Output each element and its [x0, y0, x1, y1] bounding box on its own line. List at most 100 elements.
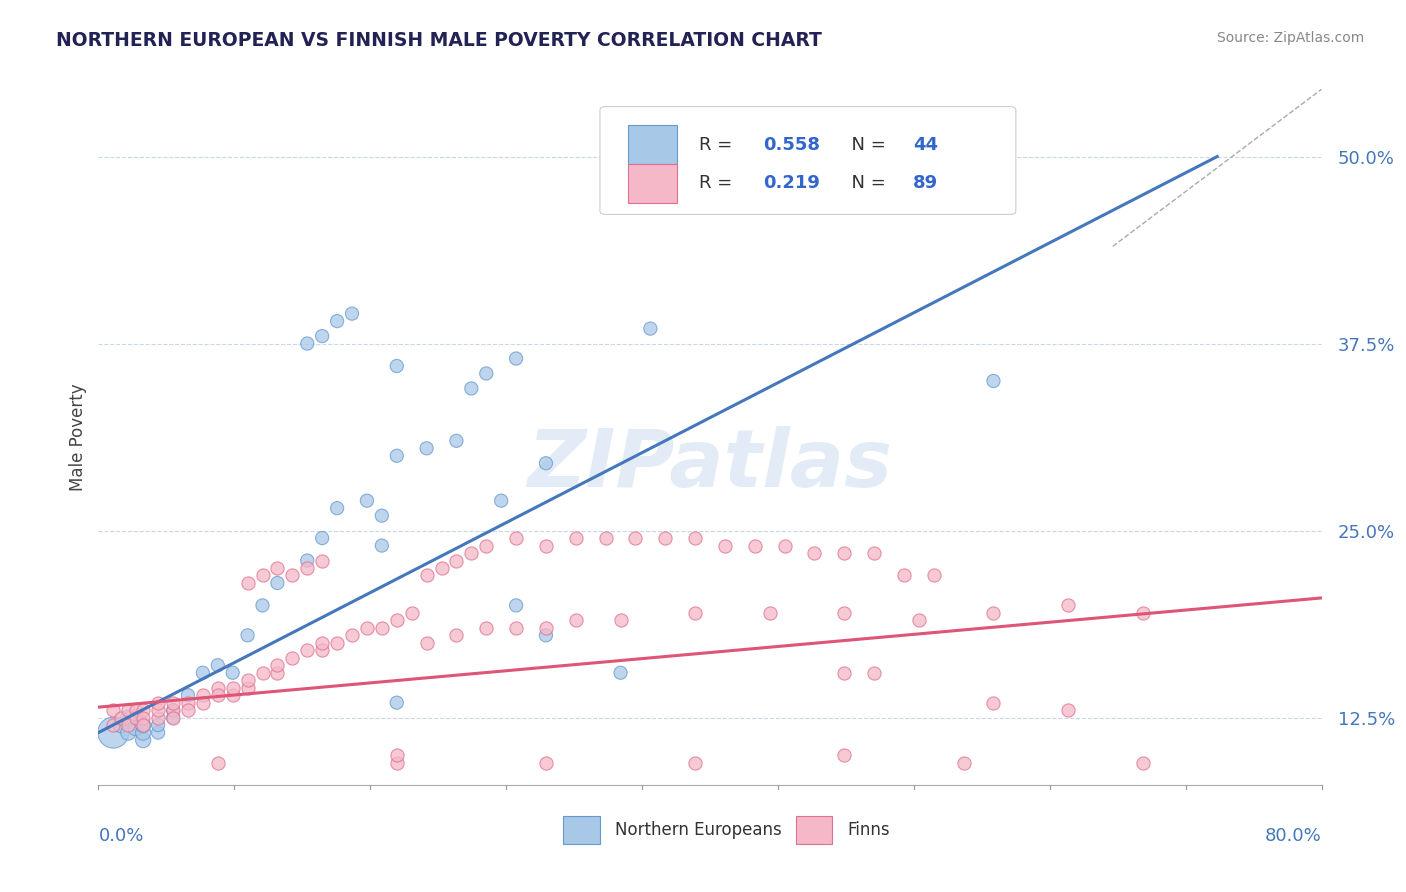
Point [1132, 756, 1154, 770]
Point [505, 621, 527, 635]
Text: NORTHERN EUROPEAN VS FINNISH MALE POVERTY CORRELATION CHART: NORTHERN EUROPEAN VS FINNISH MALE POVERT… [56, 31, 823, 50]
Text: Source: ZipAtlas.com: Source: ZipAtlas.com [1216, 31, 1364, 45]
Point [385, 696, 408, 710]
Point [110, 718, 132, 732]
Point [207, 658, 229, 673]
Point [252, 568, 274, 582]
Point [683, 756, 706, 770]
FancyBboxPatch shape [600, 106, 1015, 214]
Point [221, 688, 243, 702]
Point [146, 696, 169, 710]
Point [1057, 703, 1080, 717]
Point [191, 696, 214, 710]
Point [832, 546, 855, 560]
Point [683, 606, 706, 620]
Text: Northern Europeans: Northern Europeans [614, 822, 782, 839]
Point [983, 374, 1005, 388]
Point [162, 703, 184, 717]
Point [446, 434, 468, 448]
Point [311, 531, 333, 545]
Point [415, 442, 437, 456]
Point [565, 613, 588, 627]
Point [385, 613, 408, 627]
Point [103, 718, 125, 732]
Point [326, 501, 349, 516]
Point [430, 561, 453, 575]
Point [297, 643, 319, 657]
Point [654, 531, 676, 545]
Point [207, 681, 229, 695]
Point [117, 718, 139, 732]
Point [803, 546, 825, 560]
Point [103, 725, 125, 739]
Point [446, 628, 468, 642]
Point [565, 531, 588, 545]
Point [385, 359, 408, 373]
Point [117, 725, 139, 739]
Point [505, 351, 527, 366]
Point [534, 756, 557, 770]
Point [475, 539, 498, 553]
Text: R =: R = [699, 136, 738, 153]
Point [266, 576, 288, 591]
Point [505, 599, 527, 613]
Text: N =: N = [839, 175, 891, 193]
Point [534, 628, 557, 642]
Point [863, 546, 886, 560]
Point [177, 696, 200, 710]
Point [191, 688, 214, 702]
Point [460, 381, 482, 395]
Point [177, 688, 200, 702]
Point [534, 456, 557, 470]
Y-axis label: Male Poverty: Male Poverty [69, 384, 87, 491]
Point [1132, 606, 1154, 620]
Point [534, 539, 557, 553]
Point [207, 756, 229, 770]
Point [162, 703, 184, 717]
Point [893, 568, 915, 582]
Point [922, 568, 945, 582]
Point [744, 539, 766, 553]
Point [236, 628, 259, 642]
Point [505, 531, 527, 545]
Text: 0.219: 0.219 [762, 175, 820, 193]
Point [460, 546, 482, 560]
Bar [628, 126, 678, 163]
Point [385, 756, 408, 770]
Point [266, 658, 288, 673]
Point [207, 688, 229, 702]
Point [132, 711, 155, 725]
Point [640, 321, 662, 335]
Point [773, 539, 796, 553]
Point [117, 703, 139, 717]
Point [110, 711, 132, 725]
Point [281, 568, 304, 582]
Point [326, 636, 349, 650]
Point [297, 336, 319, 351]
Point [266, 665, 288, 680]
Point [162, 711, 184, 725]
Point [132, 725, 155, 739]
Point [714, 539, 737, 553]
Bar [564, 816, 600, 844]
Point [609, 613, 631, 627]
Point [266, 561, 288, 575]
Point [340, 628, 363, 642]
Point [132, 733, 155, 747]
Point [311, 553, 333, 567]
Point [236, 673, 259, 688]
Text: 80.0%: 80.0% [1265, 827, 1322, 845]
Text: 0.558: 0.558 [762, 136, 820, 153]
Point [983, 696, 1005, 710]
Point [475, 367, 498, 381]
Point [475, 621, 498, 635]
Point [832, 747, 855, 762]
Point [132, 718, 155, 732]
Point [162, 696, 184, 710]
Point [371, 621, 394, 635]
Point [236, 681, 259, 695]
Point [252, 665, 274, 680]
Point [103, 703, 125, 717]
Point [534, 621, 557, 635]
Point [191, 665, 214, 680]
